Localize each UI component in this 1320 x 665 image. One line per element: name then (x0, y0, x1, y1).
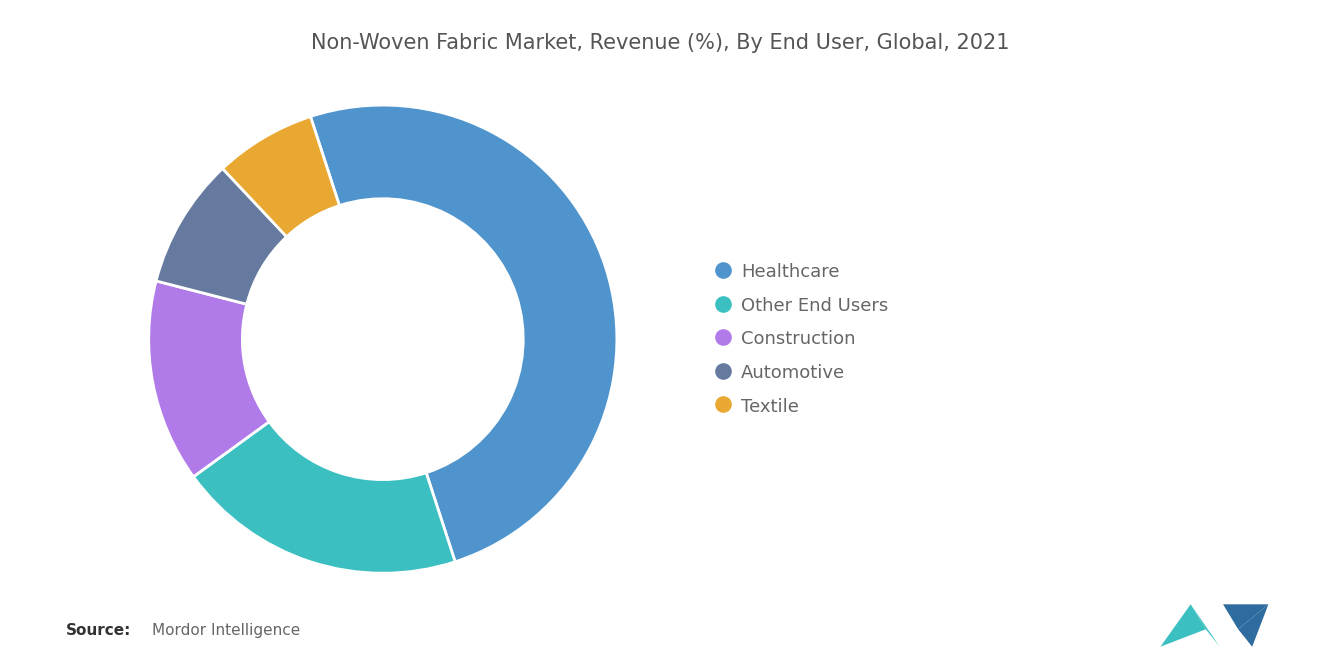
Text: Non-Woven Fabric Market, Revenue (%), By End User, Global, 2021: Non-Woven Fabric Market, Revenue (%), By… (310, 33, 1010, 53)
Wedge shape (149, 281, 269, 477)
Legend: Healthcare, Other End Users, Construction, Automotive, Textile: Healthcare, Other End Users, Constructio… (714, 263, 888, 416)
Wedge shape (223, 116, 339, 237)
Wedge shape (310, 105, 616, 562)
Text: Source:: Source: (66, 623, 132, 638)
Wedge shape (194, 422, 455, 573)
Wedge shape (156, 168, 286, 304)
Text: Mordor Intelligence: Mordor Intelligence (152, 623, 300, 638)
